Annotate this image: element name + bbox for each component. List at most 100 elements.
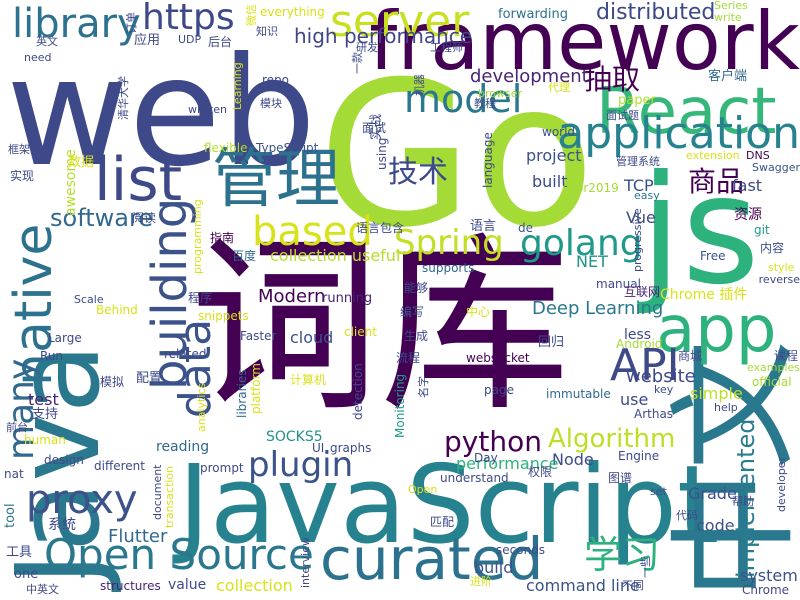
word-chrome: Chrome 插件 (660, 287, 748, 303)
word-cjk: 资源 (734, 207, 762, 223)
word-de: de (518, 221, 533, 235)
word-cjk: 进阶 (470, 575, 492, 588)
word-cjk: 词库 (190, 216, 571, 437)
word-cjk: 商品 (688, 165, 745, 198)
word-nat: nat (4, 467, 24, 481)
word-android: Android (616, 337, 663, 351)
word-cjk: 能够 (404, 281, 429, 295)
word-cjk: 机器 (413, 74, 426, 96)
word-cjk: 客户端 (708, 69, 748, 84)
word-cjk: 模拟 (100, 375, 125, 389)
word-go: Go (318, 39, 596, 272)
word-test: test (28, 390, 59, 409)
word-command-line: command line (526, 576, 640, 595)
word-interview: interview (299, 537, 312, 588)
word-distributed: distributed (596, 0, 716, 25)
word-deep-learning: Deep Learning (532, 298, 664, 319)
word-design: design (44, 453, 84, 467)
word-cjk: 面试 (362, 121, 387, 135)
word-ui: UI (312, 441, 325, 455)
word-server: server (330, 0, 470, 47)
word-cjk: 工程师 (430, 41, 463, 54)
word-cjk: 框架 (8, 143, 30, 156)
word-collection-useful: collection useful (270, 246, 401, 265)
word-immutable: immutable (546, 387, 611, 401)
word-graphs: graphs (330, 441, 372, 455)
word-cjk: 中英文 (26, 583, 59, 596)
word-arthas: Arthas (634, 407, 674, 421)
word-everything: everything (260, 5, 325, 19)
word-libraries: libraries (235, 369, 249, 418)
word-developer: developer (775, 456, 788, 512)
word-cjk: 语言 (470, 219, 497, 234)
word-swagger: Swagger (752, 161, 800, 174)
word-language: language (481, 132, 495, 188)
word-algorithm: Algorithm (548, 424, 676, 454)
word-model: model (404, 77, 523, 121)
word-less: less (624, 327, 652, 343)
word-cjk: 英文 (36, 35, 58, 48)
word-cjk: 互联网 (624, 285, 661, 299)
word-python: python (444, 425, 542, 458)
word-cjk: 匹配 (430, 515, 455, 529)
word-cjk: 学习 (584, 533, 661, 577)
word-cjk: 不同 (622, 579, 644, 592)
word-development: development (470, 66, 589, 87)
word-style: style (768, 261, 795, 274)
word-behind: Behind (96, 303, 138, 317)
word-official: official (752, 375, 792, 389)
word-grade: Grade (688, 484, 737, 503)
word-cjk: 工具 (6, 545, 33, 560)
word-cjk: 生成 (404, 329, 429, 343)
word-supports: supports (422, 261, 475, 275)
word-cjk: 语言包含 (356, 221, 405, 235)
word-cjk: 支持 (32, 407, 59, 422)
word-cjk: 配置 (136, 371, 163, 386)
word-forwarding: forwarding (498, 7, 568, 22)
word-list: list (94, 145, 183, 215)
word-extension: extension (686, 149, 740, 162)
word-faster: Faster (240, 329, 277, 343)
word-document: document (151, 464, 164, 521)
word-https: https (142, 0, 235, 38)
word-cjk: 模块 (260, 97, 282, 110)
word-reading: reading (156, 439, 210, 455)
word-run: Run (40, 349, 64, 363)
word-transaction: transaction (163, 465, 176, 528)
word-manual: manual (596, 277, 641, 291)
word-cjk: 一款 (351, 52, 364, 74)
word-cjk: 权限 (528, 465, 553, 479)
word-dns: DNS (746, 149, 770, 162)
word-write: write (714, 11, 742, 24)
word-cjk: 订单 (125, 12, 138, 34)
word-cjk: 回归 (538, 335, 565, 350)
word-fast: fast (732, 176, 763, 195)
word-prompt: prompt (200, 461, 244, 475)
word-cjk: 管理 (212, 143, 340, 217)
word-net: NET (576, 252, 608, 271)
word-cjk: 教程 (474, 97, 496, 110)
word-large: Large (48, 331, 82, 345)
word-cjk: 实现 (10, 169, 35, 183)
word-cjk: 抽取 (584, 63, 641, 96)
word-structures: structures (100, 579, 161, 593)
word-cvpr2019: cvpr2019 (562, 181, 619, 195)
word-detection: detection (351, 363, 365, 420)
word-page: page (484, 383, 514, 397)
word-js: js (640, 144, 760, 318)
word-cjk: 图谱 (608, 471, 633, 485)
word-cjk: 代码 (676, 509, 698, 522)
word-learning: Learning (231, 62, 244, 110)
word-cjk: 一些 (639, 556, 652, 578)
word-framework: framework (369, 0, 800, 88)
word-scale: Scale (74, 293, 104, 306)
word-high-performance: high performance (294, 24, 473, 48)
word-cjk: 程序 (188, 291, 213, 305)
word-spring: Spring (394, 223, 504, 263)
word-golang: golang (520, 223, 643, 264)
word-cloud: cloud (290, 328, 334, 347)
word-app: app (656, 293, 777, 367)
word-cjk: 清华大学 (117, 76, 130, 120)
word-built: built (532, 172, 568, 191)
word-human: human (24, 433, 66, 447)
